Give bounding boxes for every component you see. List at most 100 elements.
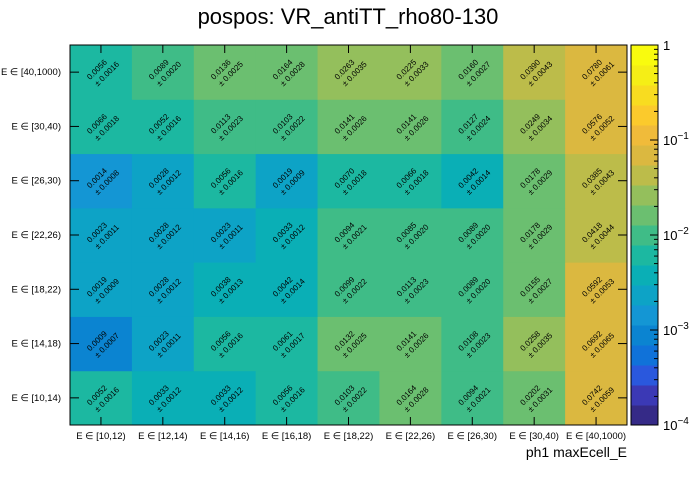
- colorbar-segment: [631, 225, 658, 246]
- heatmap-cell: [255, 207, 319, 263]
- heatmap-cell: [193, 99, 257, 155]
- heatmap-cell: [317, 370, 380, 426]
- heatmap-cell: [317, 45, 380, 100]
- heatmap-cell: [565, 207, 628, 263]
- colorbar-segment: [631, 385, 658, 406]
- x-axis-title: ph1 maxEcell_E: [526, 444, 627, 460]
- colorbar-segment: [631, 85, 658, 106]
- heatmap-cell: [503, 207, 566, 263]
- x-tick-label: E ∈ [12,14): [138, 431, 187, 442]
- heatmap-cell: [565, 99, 628, 155]
- heatmap-cell: [441, 316, 504, 372]
- colorbar-segment: [631, 285, 658, 306]
- heatmap-cell: [441, 207, 504, 263]
- heatmap-cell: [255, 153, 319, 209]
- heatmap-cell: [441, 262, 504, 317]
- heatmap-cell: [441, 45, 504, 100]
- heatmap-cell: [565, 153, 628, 209]
- y-tick-label: E ∈ [14,18): [12, 339, 61, 350]
- x-tick-label: E ∈ [10,12): [76, 431, 125, 442]
- heatmap-cell: [379, 262, 442, 317]
- y-tick-label: E ∈ [10,14): [12, 393, 61, 404]
- heatmap-cell: [565, 316, 628, 372]
- colorbar-segment: [631, 65, 658, 86]
- heatmap-cell: [70, 99, 133, 155]
- y-tick-label: E ∈ [30,40): [12, 121, 61, 132]
- y-tick-label: E ∈ [40,1000): [1, 67, 61, 78]
- heatmap-cell: [70, 262, 133, 317]
- colorbar: 1 10−1 10−2 10−3 10−4: [630, 38, 689, 433]
- heatmap-cell: [317, 153, 380, 209]
- heatmap-cell: [317, 207, 380, 263]
- heatmap-cell: [131, 99, 195, 155]
- heatmap-cell: [379, 45, 442, 100]
- heatmap-cell: [503, 99, 566, 155]
- heatmap-cell: [193, 262, 257, 317]
- heatmap-cell: [70, 45, 133, 100]
- colorbar-segment: [631, 265, 658, 286]
- colorbar-segment: [631, 245, 658, 266]
- heatmap-cell: [317, 99, 380, 155]
- colorbar-segment: [631, 205, 658, 226]
- heatmap-cell: [193, 207, 257, 263]
- heatmap-cell: [131, 45, 195, 100]
- heatmap-cell: [565, 370, 628, 426]
- heatmap-cell: [131, 153, 195, 209]
- heatmap-cell: [255, 45, 319, 100]
- heatmap-cells: [70, 45, 628, 426]
- x-axis: E ∈ [10,12) E ∈ [12,14) E ∈ [14,16) E ∈ [16…: [76, 45, 626, 442]
- heatmap-cell: [70, 370, 133, 426]
- heatmap-cell: [379, 153, 442, 209]
- heatmap-cell: [131, 370, 195, 426]
- heatmap-cell: [131, 316, 195, 372]
- heatmap-cell: [70, 207, 133, 263]
- heatmap-cell: [317, 262, 380, 317]
- chart-title: pospos: VR_antiTT_rho80-130: [198, 4, 499, 29]
- heatmap-cell: [255, 370, 319, 426]
- heatmap-cell: [565, 262, 628, 317]
- colorbar-tick-label: 1: [663, 38, 670, 53]
- colorbar-tick-label: 10−2: [663, 226, 689, 243]
- heatmap-cell: [131, 207, 195, 263]
- colorbar-segment: [631, 165, 658, 186]
- heatmap-cell: [379, 99, 442, 155]
- heatmap-cell: [255, 99, 319, 155]
- heatmap-cell: [503, 370, 566, 426]
- x-tick-label: E ∈ [30,40): [509, 431, 558, 442]
- colorbar-segment: [631, 105, 658, 126]
- x-tick-label: E ∈ [26,30): [448, 431, 497, 442]
- heatmap-cell: [379, 207, 442, 263]
- y-tick-label: E ∈ [22,26): [12, 230, 61, 241]
- colorbar-segment: [631, 405, 658, 426]
- x-tick-label: E ∈ [14,16): [200, 431, 249, 442]
- colorbar-tick-label: 10−4: [663, 416, 689, 433]
- heatmap-cell: [317, 316, 380, 372]
- colorbar-segment: [631, 345, 658, 366]
- colorbar-tick-label: 10−3: [663, 321, 689, 338]
- heatmap-cell: [379, 316, 442, 372]
- heatmap-cell: [193, 370, 257, 426]
- heatmap-cell: [441, 153, 504, 209]
- heatmap-cell: [379, 370, 442, 426]
- x-tick-label: E ∈ [22,26): [386, 431, 435, 442]
- x-tick-label: E ∈ [18,22): [324, 431, 373, 442]
- y-tick-label: E ∈ [26,30): [12, 176, 61, 187]
- heatmap-cell: [441, 370, 504, 426]
- y-tick-label: E ∈ [18,22): [12, 284, 61, 295]
- heatmap-cell: [193, 316, 257, 372]
- x-tick-label: E ∈ [40,1000): [566, 431, 626, 442]
- heatmap-cell: [565, 45, 628, 100]
- heatmap-cell: [131, 262, 195, 317]
- heatmap-cell: [255, 262, 319, 317]
- heatmap-cell: [503, 316, 566, 372]
- heatmap-cell: [503, 262, 566, 317]
- heatmap-cell: [193, 153, 257, 209]
- heatmap-cell: [503, 153, 566, 209]
- heatmap-cell: [503, 45, 566, 100]
- y-axis: E ∈ [10,14) E ∈ [14,18) E ∈ [18,22) E ∈ [22…: [1, 67, 627, 404]
- x-tick-label: E ∈ [16,18): [262, 431, 311, 442]
- colorbar-segment: [631, 305, 658, 326]
- colorbar-tick-label: 10−1: [663, 131, 689, 148]
